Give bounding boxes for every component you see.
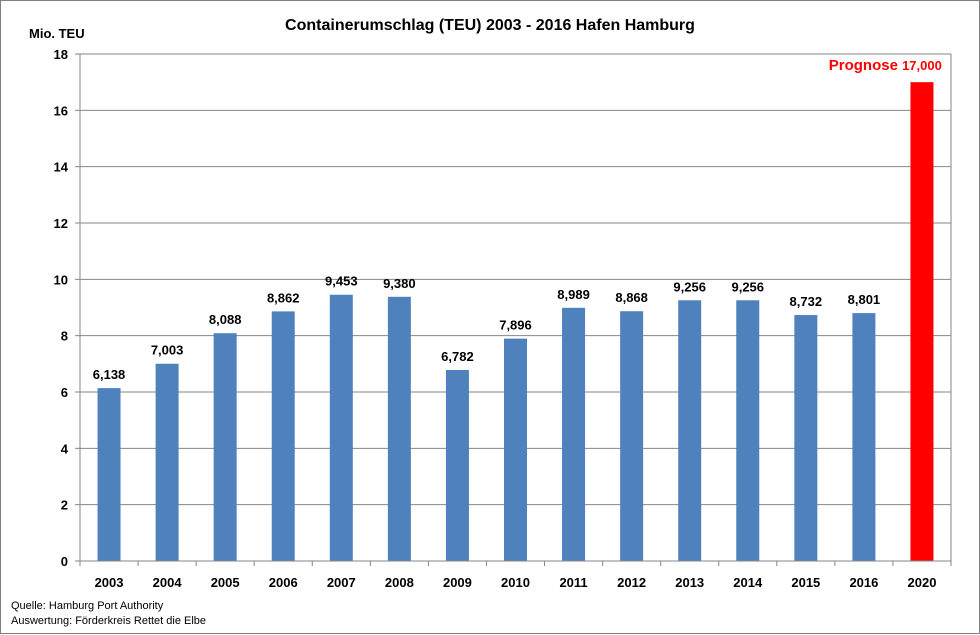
data-label-2020: 17,000 xyxy=(902,58,942,73)
data-label-2005: 8,088 xyxy=(209,312,242,327)
bar-2014 xyxy=(736,300,760,561)
x-tick-label-2013: 2013 xyxy=(675,575,704,590)
data-label-2009: 6,782 xyxy=(441,349,474,364)
bar-2006 xyxy=(271,311,295,561)
x-tick-label-2009: 2009 xyxy=(443,575,472,590)
bar-2016 xyxy=(852,313,876,561)
data-label-2007: 9,453 xyxy=(325,274,358,289)
bars xyxy=(97,82,934,562)
y-axis-label: Mio. TEU xyxy=(29,26,85,41)
data-label-2006: 8,862 xyxy=(267,290,300,305)
source-line-1: Quelle: Hamburg Port Authority xyxy=(11,600,164,612)
forecast-label: Prognose xyxy=(829,57,898,74)
x-tick-label-2016: 2016 xyxy=(849,575,878,590)
x-tick-label-2014: 2014 xyxy=(733,575,763,590)
data-label-2014: 9,256 xyxy=(731,279,764,294)
source-line-2: Auswertung: Förderkreis Rettet die Elbe xyxy=(11,615,206,627)
y-tick-label: 12 xyxy=(54,216,68,231)
bar-2013 xyxy=(678,300,702,561)
x-tick-label-2005: 2005 xyxy=(211,575,240,590)
bar-2003 xyxy=(97,388,121,561)
bar-2004 xyxy=(155,363,179,561)
bar-2005 xyxy=(213,333,237,561)
data-label-2011: 8,989 xyxy=(557,287,590,302)
x-tick-label-2012: 2012 xyxy=(617,575,646,590)
x-tick-label-2011: 2011 xyxy=(559,575,587,590)
y-tick-label: 6 xyxy=(61,385,68,400)
x-tick-label-2007: 2007 xyxy=(327,575,356,590)
chart-title: Containerumschlag (TEU) 2003 - 2016 Hafe… xyxy=(285,17,695,34)
x-tick-label-2004: 2004 xyxy=(153,575,183,590)
x-tick-label-2015: 2015 xyxy=(791,575,820,590)
y-tick-label: 16 xyxy=(54,103,68,118)
axes: 0 2 4 6 8 10 12 14 16 18 2003 2004 2005 2006 2007 2008 2… xyxy=(54,47,952,590)
data-label-2010: 7,896 xyxy=(499,318,532,333)
bar-2010 xyxy=(504,338,527,561)
bar-2009 xyxy=(445,369,469,561)
bar-2012 xyxy=(620,311,644,561)
data-labels: 6,138 7,003 8,088 8,862 9,453 9,380 6,782 7,896… xyxy=(93,57,942,382)
bar-2008 xyxy=(387,296,411,561)
data-label-2012: 8,868 xyxy=(615,290,648,305)
bar-2015 xyxy=(794,315,818,561)
y-tick-label: 14 xyxy=(54,160,69,175)
data-label-2004: 7,003 xyxy=(151,343,184,358)
data-label-2015: 8,732 xyxy=(790,294,823,309)
y-tick-label: 2 xyxy=(61,498,68,513)
y-tick-label: 18 xyxy=(54,47,68,62)
y-tick-label: 10 xyxy=(54,272,68,287)
x-tick-label-2010: 2010 xyxy=(501,575,530,590)
data-label-2013: 9,256 xyxy=(673,279,706,294)
bar-2007 xyxy=(329,294,353,561)
x-tick-label-2006: 2006 xyxy=(269,575,298,590)
x-tick-label-2003: 2003 xyxy=(95,575,124,590)
y-tick-label: 0 xyxy=(61,554,68,569)
y-tick-label: 4 xyxy=(61,441,69,456)
data-label-2003: 6,138 xyxy=(93,367,126,382)
data-label-2008: 9,380 xyxy=(383,276,416,291)
data-label-2016: 8,801 xyxy=(848,292,881,307)
y-tick-label: 8 xyxy=(61,329,68,344)
x-tick-label-2008: 2008 xyxy=(385,575,414,590)
bar-forecast-2020 xyxy=(910,82,934,562)
bar-2011 xyxy=(562,307,586,561)
x-tick-label-2020: 2020 xyxy=(908,575,937,590)
